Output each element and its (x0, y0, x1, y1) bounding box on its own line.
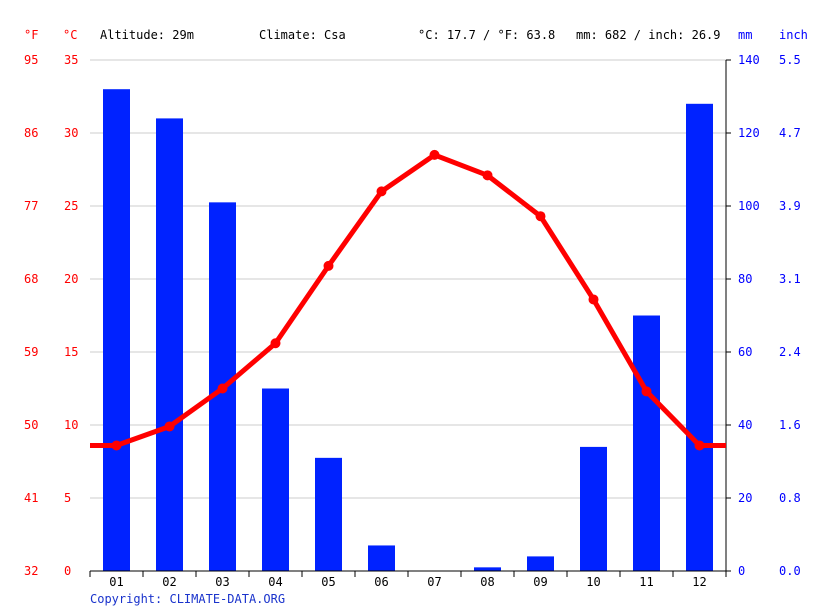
temperature-point (376, 186, 387, 197)
mm-tick-label: 20 (738, 491, 752, 505)
mm-tick-label: 120 (738, 126, 760, 140)
precipitation-bar (474, 567, 501, 571)
celsius-tick-label: 20 (64, 272, 78, 286)
precipitation-bar (315, 457, 342, 571)
precipitation-bar (103, 89, 130, 571)
celsius-tick-label: 5 (64, 491, 71, 505)
inch-tick-label: 1.6 (779, 418, 801, 432)
mm-tick-label: 40 (738, 418, 752, 432)
inch-tick-label: 3.1 (779, 272, 801, 286)
altitude-label: Altitude: 29m (100, 28, 194, 42)
temperature-point (270, 338, 281, 349)
temperature-point (164, 421, 175, 432)
fahrenheit-tick-label: 41 (24, 491, 38, 505)
fahrenheit-unit-label: °F (24, 28, 39, 42)
fahrenheit-tick-label: 59 (24, 345, 38, 359)
x-tick-label: 11 (639, 575, 653, 589)
x-tick-label: 09 (533, 575, 547, 589)
celsius-tick-label: 30 (64, 126, 78, 140)
copyright-link[interactable]: Copyright: CLIMATE-DATA.ORG (90, 592, 286, 606)
precipitation-bar (633, 315, 660, 571)
temperature-point (641, 386, 652, 397)
precipitation-bar (580, 446, 607, 571)
mm-unit-label: mm (738, 28, 753, 42)
celsius-tick-label: 0 (64, 564, 71, 578)
fahrenheit-tick-label: 68 (24, 272, 38, 286)
inch-tick-label: 0.0 (779, 564, 801, 578)
mm-tick-label: 60 (738, 345, 752, 359)
mm-tick-label: 140 (738, 53, 760, 67)
temperature-point (217, 383, 228, 394)
temperature-point (429, 149, 440, 160)
celsius-tick-label: 25 (64, 199, 78, 213)
x-tick-label: 08 (480, 575, 494, 589)
celsius-unit-label: °C (63, 28, 78, 42)
temperature-point (111, 440, 122, 451)
x-tick-label: 02 (162, 575, 176, 589)
temperature-point (323, 260, 334, 271)
x-tick-label: 05 (321, 575, 335, 589)
x-tick-label: 03 (215, 575, 229, 589)
temperature-line (90, 152, 726, 448)
fahrenheit-tick-label: 95 (24, 53, 38, 67)
celsius-tick-label: 35 (64, 53, 78, 67)
precipitation-total-label: mm: 682 / inch: 26.9 (576, 28, 721, 42)
inch-tick-label: 2.4 (779, 345, 801, 359)
precipitation-bar (527, 556, 554, 571)
x-tick-label: 06 (374, 575, 388, 589)
inch-tick-label: 5.5 (779, 53, 801, 67)
temperature-point (588, 294, 599, 305)
temperature-point (535, 211, 546, 222)
mm-tick-label: 0 (738, 564, 745, 578)
x-tick-label: 10 (586, 575, 600, 589)
mm-tick-label: 100 (738, 199, 760, 213)
mm-tick-label: 80 (738, 272, 752, 286)
x-tick-label: 01 (109, 575, 123, 589)
fahrenheit-tick-label: 86 (24, 126, 38, 140)
climate-label: Climate: Csa (259, 28, 346, 42)
precipitation-bar (368, 545, 395, 571)
temperature-point (482, 170, 493, 181)
precipitation-bar (686, 103, 713, 572)
inch-tick-label: 0.8 (779, 491, 801, 505)
temperature-average-label: °C: 17.7 / °F: 63.8 (418, 28, 556, 42)
celsius-tick-label: 10 (64, 418, 78, 432)
x-tick-label: 04 (268, 575, 282, 589)
inch-unit-label: inch (779, 28, 808, 42)
x-tick-label: 12 (692, 575, 706, 589)
x-tick-label: 07 (427, 575, 441, 589)
precipitation-bar (262, 388, 289, 571)
celsius-tick-label: 15 (64, 345, 78, 359)
inch-tick-label: 4.7 (779, 126, 801, 140)
temperature-point (694, 440, 705, 451)
fahrenheit-tick-label: 50 (24, 418, 38, 432)
inch-tick-label: 3.9 (779, 199, 801, 213)
precipitation-bar (156, 118, 183, 572)
fahrenheit-tick-label: 77 (24, 199, 38, 213)
fahrenheit-tick-label: 32 (24, 564, 38, 578)
